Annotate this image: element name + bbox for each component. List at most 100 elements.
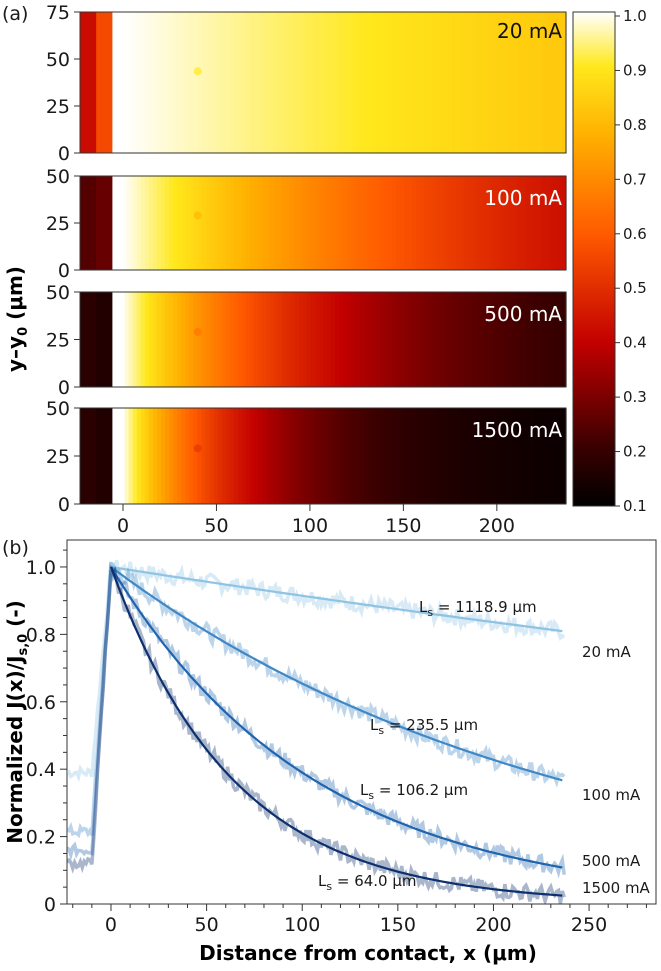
heatmap-cell: [229, 176, 235, 270]
heatmap-cell: [217, 292, 223, 387]
line-x-tick-label: 50: [195, 914, 219, 936]
heatmap-cell: [161, 292, 166, 387]
line-y-axis-title: Normalized J(x)/Js,0 (-): [3, 600, 31, 844]
heatmap-cell: [140, 12, 146, 153]
heatmap-cell: [246, 176, 251, 270]
heatmap-cell: [440, 292, 446, 387]
heatmap-cell: [343, 408, 348, 504]
heatmap-y-tick-label: 25: [46, 446, 70, 468]
heatmap-y-tick-label: 50: [46, 282, 70, 304]
heatmap-cell: [395, 176, 401, 270]
heatmap-cell: [96, 12, 101, 153]
heatmap-frame: [79, 11, 567, 154]
heatmap-cell: [347, 408, 352, 504]
heatmap-cell: [233, 292, 239, 387]
heatmap-y-tick-label: 50: [46, 398, 70, 420]
heatmap-cell: [375, 292, 381, 387]
heatmap-cell: [112, 408, 118, 504]
heatmap-cell: [537, 176, 543, 270]
heatmap-cell: [420, 408, 425, 504]
heatmap-cell: [209, 292, 215, 387]
heatmap-cell: [391, 292, 397, 387]
heatmap-cell: [217, 12, 223, 153]
heatmap-cell: [497, 292, 502, 387]
heatmap-cell: [169, 176, 174, 270]
heatmap-cell: [173, 12, 178, 153]
series-500-mA: [67, 565, 566, 879]
heatmap-cell: [557, 12, 563, 153]
heatmap-cell: [448, 292, 454, 387]
heatmap-cell: [561, 408, 567, 504]
heatmap-1: 0 25 50 100 mA: [46, 166, 567, 282]
heatmap-cell: [246, 408, 251, 504]
heatmap-cell: [156, 408, 162, 504]
heatmap-cell: [440, 12, 446, 153]
colorbar-tick-label: 0.3: [623, 388, 647, 406]
heatmap-y-tick-label: 0: [58, 260, 70, 282]
heatmap-cell: [404, 408, 409, 504]
line-x-tick-label: 0: [105, 914, 117, 936]
line-plot: [67, 559, 566, 904]
heatmap-cell: [480, 12, 486, 153]
heatmap-cell: [221, 176, 227, 270]
heatmap-cell: [290, 12, 296, 153]
heatmap-cell: [250, 408, 255, 504]
fit-line: [110, 565, 563, 633]
heatmap-cell: [557, 176, 563, 270]
heatmap-cell: [169, 292, 174, 387]
heatmap-cell: [290, 292, 296, 387]
heatmap-cell: [185, 408, 190, 504]
heatmap-cell: [525, 292, 531, 387]
heatmap-cell: [80, 176, 85, 270]
heatmap-cell: [537, 12, 543, 153]
heatmap-cell: [254, 292, 259, 387]
heatmap-cell: [156, 292, 162, 387]
heatmap-cell: [237, 292, 243, 387]
heatmap-cell: [136, 12, 142, 153]
heatmap-cell: [387, 292, 393, 387]
heatmap-cell: [314, 176, 320, 270]
heatmap-cell: [505, 176, 510, 270]
heatmap-cell: [541, 292, 547, 387]
heatmap-cell: [132, 292, 138, 387]
heatmap-cell: [193, 408, 199, 504]
heatmap-cell: [521, 292, 527, 387]
heatmap-cell: [420, 292, 425, 387]
heatmap-cell: [460, 408, 466, 504]
heatmap-cell: [420, 176, 425, 270]
heatmap-spot: [193, 444, 202, 453]
heatmap-cell: [136, 176, 142, 270]
heatmap-cell: [335, 408, 340, 504]
heatmap-cell: [124, 408, 130, 504]
heatmap-cell: [485, 292, 490, 387]
heatmap-cell: [440, 176, 446, 270]
measured-data: [67, 563, 566, 904]
heatmap-cell: [383, 292, 389, 387]
heatmap-cell: [262, 176, 267, 270]
heatmap-panel: 0 25 50 75 20 mA 0 25 50 100 mA 0 25 50 500 mA 0 25 50 1…: [46, 2, 567, 537]
heatmap-cell: [104, 408, 109, 504]
heatmap-cell: [399, 292, 405, 387]
heatmap-cell: [391, 408, 397, 504]
heatmap-cell: [286, 176, 292, 270]
heatmap-cell: [92, 176, 97, 270]
heatmap-cell: [408, 176, 413, 270]
heatmap-cell: [460, 176, 466, 270]
heatmap-cell: [165, 12, 170, 153]
heatmap-cell: [242, 176, 247, 270]
heatmap-label: 20 mA: [497, 19, 562, 43]
heatmap-cell: [549, 176, 555, 270]
heatmap-cell: [505, 12, 510, 153]
heatmap-cell: [375, 176, 381, 270]
line-x-tick-label: 150: [380, 914, 416, 936]
heatmap-cell: [152, 408, 158, 504]
heatmap-cell: [521, 12, 527, 153]
heatmap-x-tick-label: 0: [117, 515, 129, 537]
heatmap-cell: [120, 12, 126, 153]
heatmap-cell: [464, 408, 470, 504]
heatmap-cell: [165, 408, 170, 504]
heatmap-cell: [213, 292, 219, 387]
heatmap-cell: [371, 12, 377, 153]
heatmap-cell: [270, 292, 275, 387]
heatmap-cell: [165, 292, 170, 387]
